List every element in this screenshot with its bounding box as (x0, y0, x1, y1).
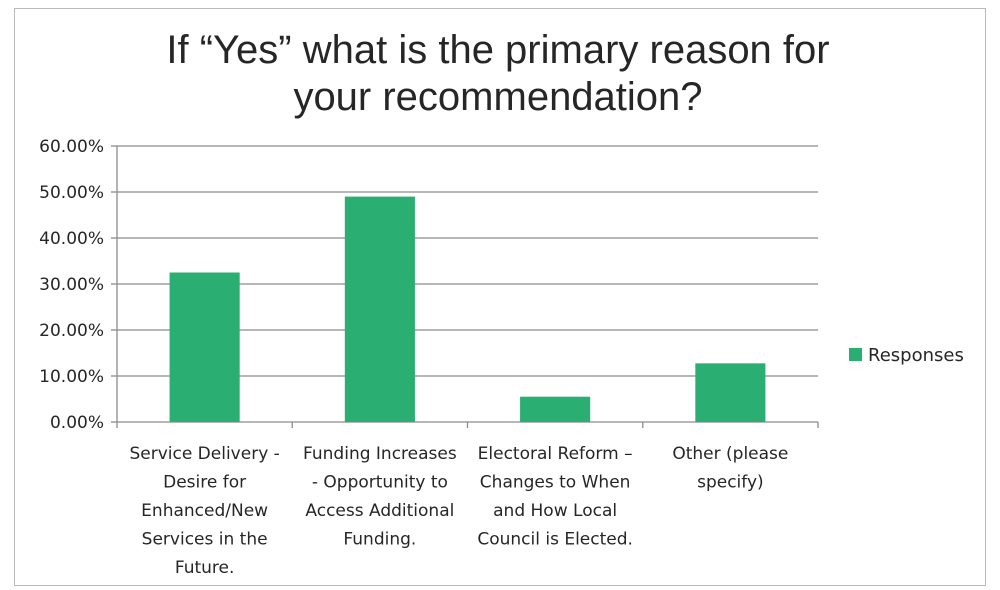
bars (169, 196, 766, 422)
x-category-label-line: Funding Increases (303, 444, 457, 464)
x-category-label-line: Services in the (142, 530, 268, 550)
x-axis-category-labels: Service Delivery - Desire for Enhanced/New… (129, 444, 788, 578)
y-tick-label: 0.00% (50, 413, 104, 433)
y-tick-label: 40.00% (39, 229, 104, 249)
x-category-label-line: Future. (175, 558, 235, 578)
legend: Responses (849, 345, 964, 366)
y-tick-label: 30.00% (39, 275, 104, 295)
x-category-label: Electoral Reform – Changes to When and How… (477, 444, 633, 550)
x-category-label-line: Other (please (672, 444, 788, 464)
x-category-label-line: Enhanced/New (141, 501, 268, 521)
y-tick-label: 10.00% (39, 367, 104, 387)
bar (695, 363, 766, 422)
x-category-label-line: Electoral Reform – (478, 444, 633, 464)
x-category-label-line: Desire for (163, 473, 246, 493)
chart-title-line-1: If “Yes” what is the primary reason for (166, 28, 829, 72)
x-category-label-line: and How Local (493, 501, 617, 521)
y-tick-label: 50.00% (39, 183, 104, 203)
y-tick-label: 20.00% (39, 321, 104, 341)
x-category-label-line: Changes to When (480, 473, 631, 493)
x-category-label-line: Funding. (343, 530, 416, 550)
chart-title: If “Yes” what is the primary reason for … (166, 28, 829, 119)
x-category-label: Funding Increases - Opportunity to Access … (303, 444, 457, 550)
x-category-label-line: Council is Elected. (477, 530, 633, 550)
x-category-label-line: Access Additional (305, 501, 454, 521)
chart-title-line-2: your recommendation? (293, 75, 702, 119)
x-category-label-line: Service Delivery - (129, 444, 279, 464)
bar (344, 196, 415, 422)
legend-swatch-responses (849, 348, 862, 361)
x-category-label-line: specify) (697, 473, 764, 493)
y-tick-label: 60.00% (39, 137, 104, 157)
y-axis-tick-labels: 0.00% 10.00% 20.00% 30.00% 40.00% 50.00% 60.00… (39, 137, 104, 433)
x-category-label: Other (please specify) (672, 444, 788, 493)
x-category-label-line: - Opportunity to (312, 473, 448, 493)
bar (169, 272, 240, 422)
bar (520, 396, 591, 422)
legend-label-responses: Responses (868, 345, 964, 366)
x-category-label: Service Delivery - Desire for Enhanced/New… (129, 444, 279, 578)
